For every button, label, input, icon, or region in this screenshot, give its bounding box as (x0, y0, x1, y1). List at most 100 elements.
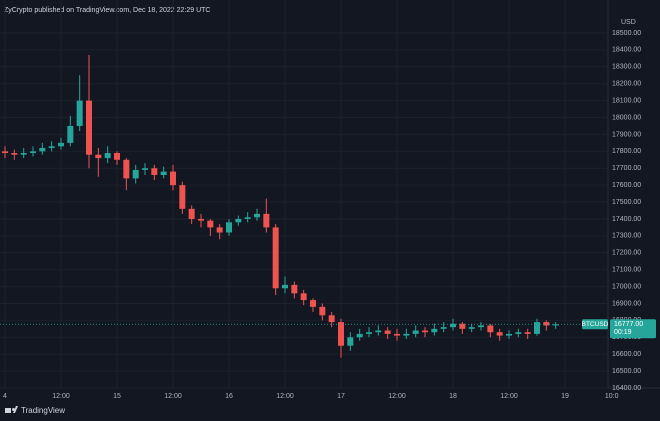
candle-body (282, 284, 288, 289)
candle-body (207, 220, 214, 228)
candle-body (132, 169, 139, 179)
candle-body (440, 327, 447, 329)
candle-body (104, 153, 111, 159)
countdown-label: 00:19 (614, 329, 632, 336)
candle-body (478, 325, 484, 328)
candle-body (263, 213, 270, 228)
candle-body (95, 154, 102, 159)
y-tick-label: 17700.00 (612, 165, 641, 172)
candle-body (300, 293, 307, 301)
candle-body (30, 151, 36, 154)
candle-body (552, 324, 559, 326)
candle-body (20, 153, 27, 155)
candle-body (431, 328, 438, 333)
x-tick-label: 17 (337, 393, 345, 400)
candle-body (123, 159, 130, 179)
candle-body (347, 337, 354, 346)
candle-body (506, 333, 512, 336)
grid: 16400.0016500.0016600.0016700.0016800.00… (3, 29, 642, 400)
y-tick-label: 16600.00 (612, 351, 641, 358)
x-tick-label: 12:00 (52, 393, 70, 400)
y-tick-label: 17800.00 (612, 148, 641, 155)
candle-body (179, 185, 186, 209)
symbol-badge (582, 319, 608, 330)
y-tick-label: 16500.00 (612, 368, 641, 375)
y-tick-label: 17300.00 (612, 233, 641, 240)
y-tick-label: 16400.00 (612, 385, 641, 392)
candle-body (534, 322, 540, 334)
candle-body (58, 142, 64, 147)
x-tick-label: 18 (449, 393, 457, 400)
candle-body (39, 147, 46, 152)
candle-body (338, 322, 344, 346)
candle-body (543, 322, 550, 326)
y-tick-label: 17100.00 (612, 267, 641, 274)
candle-body (76, 100, 83, 126)
x-tick-label: 12:00 (388, 393, 406, 400)
candle-body (216, 227, 223, 233)
y-tick-label: 17600.00 (612, 182, 641, 189)
candle-body (450, 323, 456, 328)
x-tick-label: 12:00 (276, 393, 294, 400)
x-tick-label: 15 (113, 393, 121, 400)
candles (2, 54, 559, 358)
candle-body (319, 306, 326, 316)
candle-body (170, 171, 176, 186)
candle-body (160, 171, 167, 175)
candle-body (188, 208, 195, 219)
y-tick-label: 18400.00 (612, 47, 641, 54)
candle-body (496, 332, 503, 336)
x-tick-label: 12:00 (500, 393, 518, 400)
y-tick-label: 17200.00 (612, 250, 641, 257)
currency-label: USD (621, 19, 636, 26)
candle-body (244, 217, 251, 219)
candle-body (272, 227, 279, 289)
candle-body (142, 168, 148, 170)
brand-name: TradingView (21, 406, 65, 415)
candle-body (366, 332, 372, 334)
y-tick-label: 17900.00 (612, 131, 641, 138)
y-tick-label: 17400.00 (612, 216, 641, 223)
y-tick-label: 18000.00 (612, 114, 641, 121)
y-tick-label: 18200.00 (612, 81, 641, 88)
candle-body (226, 222, 232, 233)
candle-body (86, 100, 92, 155)
candle-body (198, 218, 204, 221)
y-tick-label: 18100.00 (612, 97, 641, 104)
y-tick-label: 18500.00 (612, 30, 641, 37)
y-tick-label: 17500.00 (612, 199, 641, 206)
candle-body (384, 330, 391, 334)
candle-body (412, 330, 419, 334)
y-tick-label: 17000.00 (612, 283, 641, 290)
candle-body (468, 327, 475, 329)
brand-logo (5, 406, 18, 413)
candle-body (356, 333, 363, 338)
symbol-label: BTCUSD (582, 321, 609, 328)
candle-body (459, 323, 466, 329)
last-price-badge (610, 319, 656, 339)
candle-body (291, 284, 298, 294)
y-tick-label: 16900.00 (612, 300, 641, 307)
candle-body (48, 146, 55, 148)
candle-body (403, 333, 410, 336)
x-tick-label: 12:00 (164, 393, 182, 400)
candle-body (375, 330, 382, 333)
candle-body (328, 315, 335, 323)
candle-body (11, 153, 18, 155)
x-tick-label: 10:0 (605, 393, 619, 400)
candle-body (422, 330, 428, 333)
last-price-label: 16777.00 (614, 321, 643, 328)
candle-body (524, 332, 531, 334)
y-tick-label: 18300.00 (612, 64, 641, 71)
x-tick-label: 16 (225, 393, 233, 400)
candle-body (310, 300, 316, 307)
x-tick-label: 19 (561, 393, 569, 400)
candle-body (394, 333, 400, 336)
candle-body (487, 325, 494, 333)
source-caption: ZyCrypto published on TradingView.com, D… (4, 7, 210, 14)
candle-body (151, 168, 158, 175)
